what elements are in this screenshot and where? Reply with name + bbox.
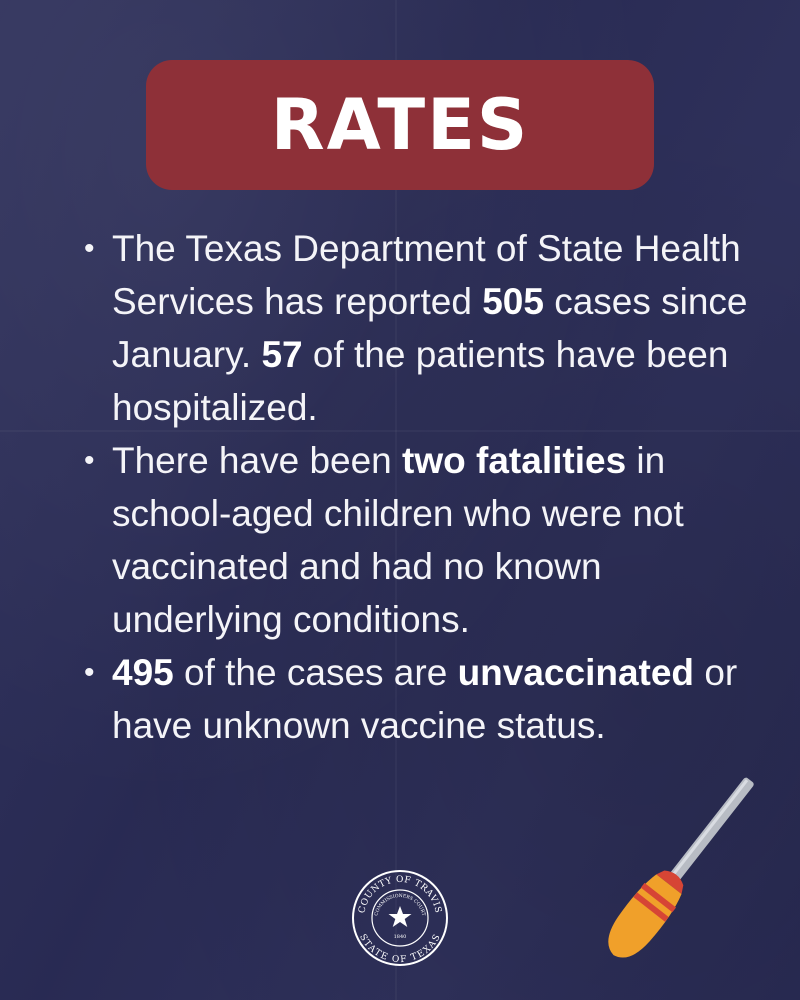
bullet-item: There have been two fatalities in school… xyxy=(82,434,782,646)
bullet-item: 495 of the cases are unvaccinated or hav… xyxy=(82,646,782,752)
seal-year: 1840 xyxy=(394,934,407,940)
screwdriver-icon xyxy=(608,777,754,958)
bullet-item: The Texas Department of State Health Ser… xyxy=(82,222,782,434)
star-icon xyxy=(388,906,412,927)
county-seal-icon: COUNTY OF TRAVIS STATE OF TEXAS COMMISSI… xyxy=(352,870,448,966)
page-title: RATES xyxy=(270,84,530,166)
bullet-list: The Texas Department of State Health Ser… xyxy=(82,222,782,752)
title-banner: RATES xyxy=(146,60,654,190)
